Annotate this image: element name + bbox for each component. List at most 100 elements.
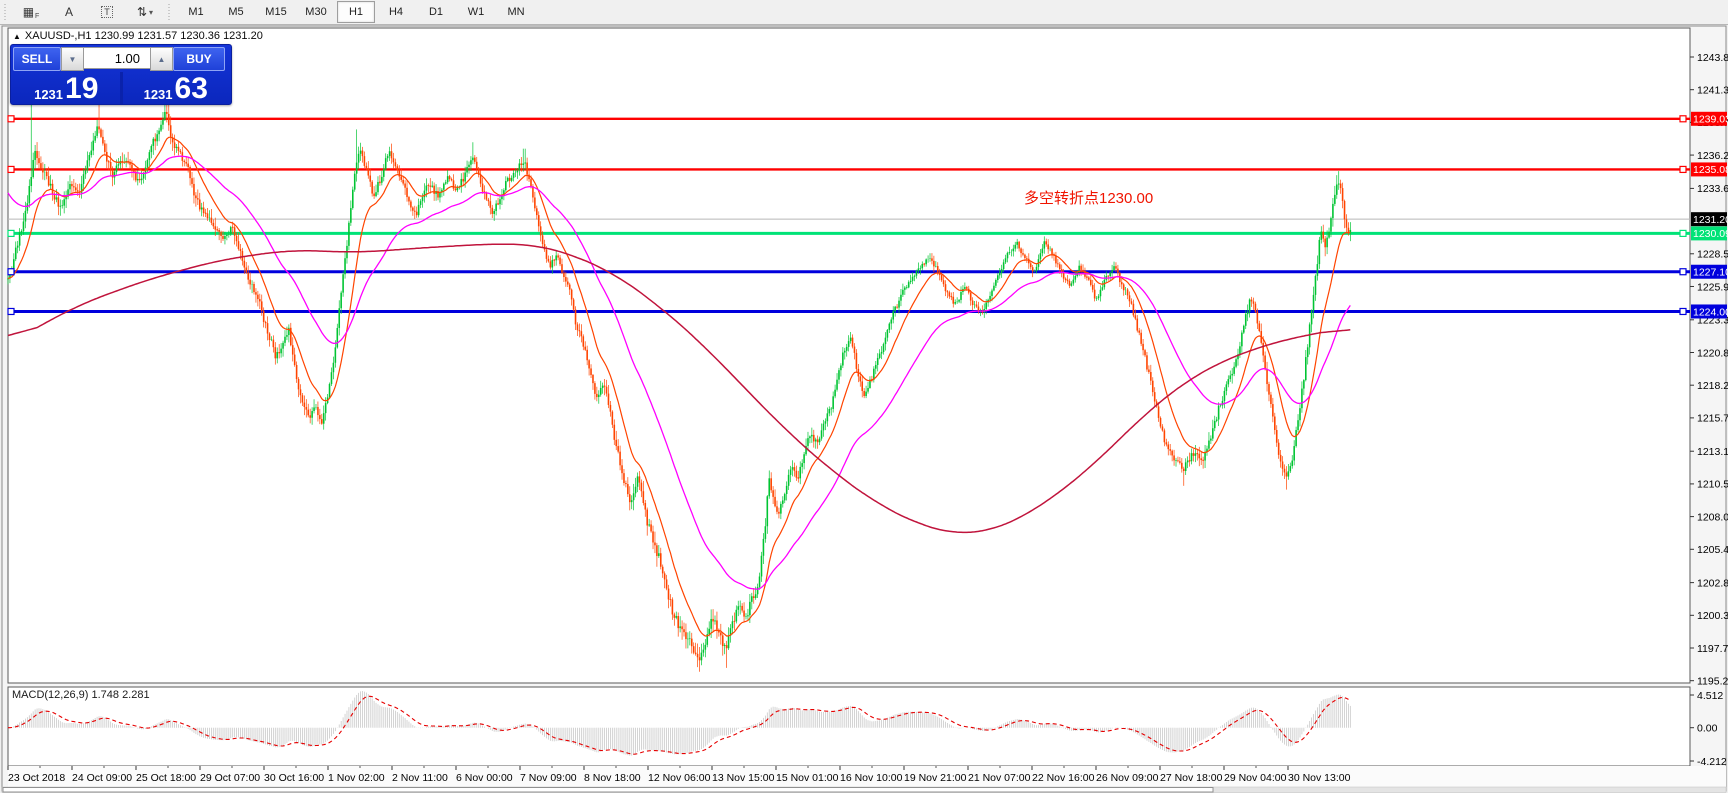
ohlc-values: 1230.99 1231.57 1230.36 1231.20 [94, 30, 263, 42]
macd-histogram [9, 691, 1351, 756]
chart-symbol-title: ▲ XAUUSD-,H1 1230.99 1231.57 1230.36 1231… [13, 30, 263, 42]
price-chart-canvas[interactable]: 1243.851241.301238.751236.201233.601228.… [0, 24, 1728, 793]
textbox-t-icon: T [101, 6, 113, 18]
svg-text:1213.10: 1213.10 [1697, 446, 1728, 458]
one-click-trade-panel: SELL ▼ ▲ BUY 1231 19 1231 63 [10, 44, 232, 105]
timeframe-button-d1[interactable]: D1 [428, 6, 444, 18]
svg-text:24 Oct 09:00: 24 Oct 09:00 [72, 772, 132, 784]
line-handle[interactable] [7, 165, 15, 174]
timeframe-buttons: M1 M5 M15 M30 H1 H4 D1 W1 MN [176, 1, 536, 23]
macd-values: 1.748 2.281 [91, 689, 150, 701]
svg-text:1195.20: 1195.20 [1697, 675, 1728, 687]
svg-text:8 Nov 18:00: 8 Nov 18:00 [584, 772, 641, 784]
volume-increase-button[interactable]: ▲ [150, 47, 173, 71]
object-tool-buttons: ▦ F A T ⇅ ▾ [12, 1, 164, 23]
svg-text:4.512: 4.512 [1697, 690, 1723, 702]
svg-text:30 Oct 16:00: 30 Oct 16:00 [264, 772, 324, 784]
horizontal-level-lines[interactable] [8, 117, 1690, 313]
textbox-t-icon[interactable]: T [89, 1, 125, 23]
timeframe-button-mn[interactable]: MN [507, 6, 525, 18]
svg-text:0.00: 0.00 [1697, 723, 1718, 735]
timeframe-button-w1[interactable]: W1 [467, 6, 485, 18]
svg-text:1235.08: 1235.08 [1693, 164, 1728, 176]
line-handle[interactable] [1679, 165, 1687, 174]
timeframe-button-h4[interactable]: H4 [388, 6, 404, 18]
timeframe-button-m15[interactable]: M15 [265, 6, 287, 18]
top-toolbar: ▦ F A T ⇅ ▾ M1 M5 M15 M30 H1 H4 D1 W1 MN [0, 0, 1728, 25]
timeframe-button-h1[interactable]: H1 [337, 1, 375, 23]
svg-text:1220.80: 1220.80 [1697, 347, 1728, 359]
sell-price-small: 1231 [34, 87, 64, 102]
line-handle[interactable] [1679, 229, 1687, 238]
buy-button[interactable]: BUY [173, 47, 225, 71]
axis-price-tag: 1230.09 [1691, 226, 1728, 241]
line-handle[interactable] [7, 307, 15, 316]
svg-text:22 Nov 16:00: 22 Nov 16:00 [1032, 772, 1095, 784]
timeframe-button-m30[interactable]: M30 [305, 6, 327, 18]
symbol-period-label: XAUUSD-,H1 [24, 30, 92, 42]
svg-text:12 Nov 06:00: 12 Nov 06:00 [648, 772, 711, 784]
line-handle[interactable] [7, 268, 15, 276]
macd-indicator-label: MACD(12,26,9) 1.748 2.281 [12, 689, 150, 701]
line-handle[interactable] [7, 115, 15, 123]
buy-price-quote[interactable]: 1231 63 [123, 72, 230, 104]
sell-button[interactable]: SELL [13, 47, 61, 71]
volume-decrease-button[interactable]: ▼ [61, 47, 84, 71]
buy-price-small: 1231 [143, 87, 173, 102]
axis-price-tag: 1227.10 [1691, 264, 1728, 279]
line-handle[interactable] [1679, 268, 1687, 276]
axis-price-tag: 1235.08 [1691, 162, 1728, 177]
svg-text:1231.20: 1231.20 [1693, 214, 1728, 226]
grid-f-icon[interactable]: ▦ F [13, 1, 49, 23]
svg-text:26 Nov 09:00: 26 Nov 09:00 [1096, 772, 1159, 784]
horizontal-scrollbar-thumb[interactable] [2, 787, 1214, 793]
toolbar-grip[interactable] [3, 4, 9, 20]
svg-text:29 Nov 04:00: 29 Nov 04:00 [1224, 772, 1287, 784]
line-handle[interactable] [7, 229, 15, 238]
svg-text:1224.00: 1224.00 [1693, 306, 1728, 318]
timeframe-button-m1[interactable]: M1 [188, 6, 204, 18]
mid-ma-line [7, 155, 1351, 590]
svg-text:1227.10: 1227.10 [1693, 267, 1728, 279]
label-a-icon[interactable]: A [51, 1, 87, 23]
icon-subscript: F [35, 12, 40, 20]
svg-text:6 Nov 00:00: 6 Nov 00:00 [456, 772, 513, 784]
grid-f-icon: ▦ [22, 5, 35, 19]
svg-text:1236.20: 1236.20 [1697, 150, 1728, 162]
svg-text:1228.50: 1228.50 [1697, 249, 1728, 261]
line-handle[interactable] [1679, 307, 1687, 316]
svg-text:7 Nov 09:00: 7 Nov 09:00 [520, 772, 577, 784]
sell-price-big: 19 [65, 72, 99, 105]
svg-text:1230.09: 1230.09 [1693, 228, 1728, 240]
price-axis[interactable]: 1243.851241.301238.751236.201233.601228.… [1690, 52, 1728, 688]
svg-text:1200.30: 1200.30 [1697, 610, 1728, 622]
sell-price-quote[interactable]: 1231 19 [13, 72, 120, 104]
svg-text:25 Oct 18:00: 25 Oct 18:00 [136, 772, 196, 784]
svg-text:2 Nov 11:00: 2 Nov 11:00 [392, 772, 448, 784]
svg-text:1233.60: 1233.60 [1697, 183, 1728, 195]
collapse-triangle-icon[interactable]: ▲ [13, 32, 21, 41]
buy-price-big: 63 [174, 72, 208, 105]
svg-text:21 Nov 07:00: 21 Nov 07:00 [968, 772, 1031, 784]
svg-text:30 Nov 13:00: 30 Nov 13:00 [1288, 772, 1351, 784]
time-axis[interactable]: 23 Oct 2018 24 Oct 09:00 25 Oct 18:00 29 Oc… [7, 766, 1351, 784]
axis-price-tag: 1224.00 [1691, 304, 1728, 319]
svg-text:1197.75: 1197.75 [1697, 643, 1728, 655]
timeframe-button-m5[interactable]: M5 [228, 6, 244, 18]
volume-input[interactable] [84, 47, 150, 69]
svg-text:29 Oct 07:00: 29 Oct 07:00 [200, 772, 260, 784]
line-handle[interactable] [1679, 115, 1687, 123]
svg-text:1218.25: 1218.25 [1697, 380, 1728, 392]
svg-text:1241.30: 1241.30 [1697, 84, 1728, 96]
svg-text:15 Nov 01:00: 15 Nov 01:00 [776, 772, 839, 784]
svg-text:1243.85: 1243.85 [1697, 52, 1728, 64]
svg-text:1 Nov 02:00: 1 Nov 02:00 [328, 772, 385, 784]
slow-ma-line [7, 243, 1351, 534]
svg-text:1225.95: 1225.95 [1697, 281, 1728, 293]
fast-ma-line [7, 136, 1351, 637]
toolbar-grip[interactable] [167, 4, 173, 20]
axis-price-tag: 1239.03 [1691, 111, 1728, 126]
svg-text:13 Nov 15:00: 13 Nov 15:00 [712, 772, 775, 784]
chart-text-annotation: 多空转折点1230.00 [1024, 190, 1154, 207]
arrows-icon[interactable]: ⇅ ▾ [127, 1, 163, 23]
